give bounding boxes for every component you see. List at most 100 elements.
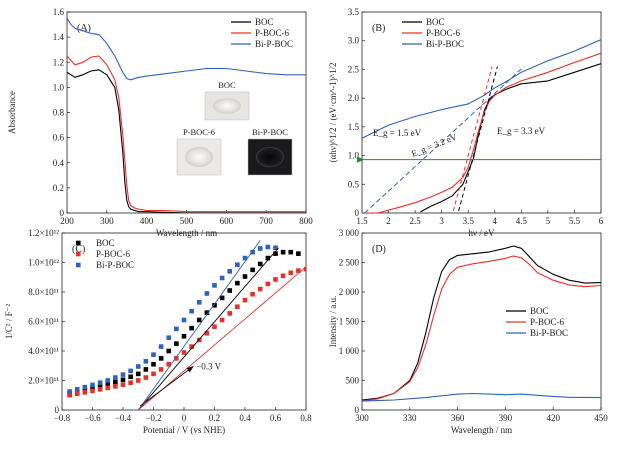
data-point-p-boc-6 xyxy=(257,286,263,292)
data-point-bi-p-boc xyxy=(174,326,179,332)
panel-d: (D) 300 330 360 390 420 450 0 500 1 000 1 500 2 000… xyxy=(328,228,608,435)
y-tick-label: 1.5 xyxy=(348,122,360,132)
y-tick-label: 3 000 xyxy=(339,228,360,238)
legend-label: BOC xyxy=(530,306,549,316)
data-point-p-boc-6 xyxy=(204,331,210,336)
data-point-p-boc-6 xyxy=(288,270,294,276)
data-point-bi-p-boc xyxy=(74,387,80,392)
panel-label: (D) xyxy=(372,244,386,255)
tangent-line xyxy=(452,66,493,213)
data-layer xyxy=(362,245,601,402)
data-point-p-boc-6 xyxy=(303,266,306,272)
legend-label: Bi-P-BOC xyxy=(255,39,293,49)
data-point-boc xyxy=(250,267,255,273)
data-point-bi-p-boc xyxy=(273,245,278,251)
linear-fit-line xyxy=(137,240,261,410)
data-point-p-boc-6 xyxy=(82,390,88,395)
y-tick-label: 1.0×10¹² xyxy=(28,258,59,268)
linear-fit-line xyxy=(137,247,279,410)
panel-a: (A) 200 300 400 500 600 700 800 0 0.2 0.4 0.6 0.8 1.0… xyxy=(7,7,313,238)
data-point-p-boc-6 xyxy=(158,367,164,372)
y-tick-label: 1 500 xyxy=(339,317,360,327)
x-tick-label: −0.6 xyxy=(84,413,101,423)
data-point-bi-p-boc xyxy=(257,246,263,251)
y-tick-label: 0.5 xyxy=(348,179,360,189)
data-point-bi-p-boc xyxy=(67,389,72,394)
data-point-boc xyxy=(189,325,194,331)
y-tick-label: 2 500 xyxy=(339,258,360,268)
intercept-arrow xyxy=(139,365,194,407)
y-tick-label: 1.2 xyxy=(53,57,64,67)
data-point-bi-p-boc xyxy=(227,269,233,274)
data-point-boc xyxy=(219,295,225,301)
data-point-bi-p-boc xyxy=(196,300,202,305)
data-point-p-boc-6 xyxy=(113,384,118,389)
data-point-p-boc-6 xyxy=(212,324,217,329)
data-point-boc xyxy=(113,379,118,385)
x-tick-label: 390 xyxy=(499,413,513,423)
x-tick-label: 600 xyxy=(220,216,234,226)
x-tick-label: 360 xyxy=(451,413,465,423)
data-point-boc xyxy=(242,274,248,279)
y-tick-label: 500 xyxy=(346,376,360,386)
y-axis-label: 1/C² / F⁻² xyxy=(4,304,14,339)
data-point-boc xyxy=(135,371,141,377)
x-tick-label: 6 xyxy=(599,216,604,226)
y-tick-label: 3.0 xyxy=(348,36,360,46)
data-point-boc xyxy=(273,251,278,256)
data-point-bi-p-boc xyxy=(128,368,133,374)
x-tick-label: 3.5 xyxy=(463,216,475,226)
y-tick-label: 0.8 xyxy=(53,108,65,118)
y-tick-label: 0 xyxy=(355,208,360,218)
data-point-bi-p-boc xyxy=(265,244,271,250)
y-tick-label: 2.5 xyxy=(348,64,360,74)
data-point-bi-p-boc xyxy=(242,255,248,261)
data-layer xyxy=(67,18,306,213)
sample-photo-label: Bi-P-BOC xyxy=(252,127,288,137)
data-point-p-boc-6 xyxy=(250,291,255,297)
y-tick-label: 1.0 xyxy=(348,151,360,161)
legend-label: Bi-P-BOC xyxy=(530,328,568,338)
tangent-line xyxy=(457,66,498,213)
plot-frame-d xyxy=(361,232,602,411)
data-point-boc xyxy=(196,317,202,323)
data-point-p-boc-6 xyxy=(273,277,278,282)
legend-label: P-BOC-6 xyxy=(255,28,290,38)
data-point-p-boc-6 xyxy=(74,391,80,397)
panel-c: (C) −0.8 −0.6 −0.4 −0.2 0 0.2 0.4 0.6 0.8 0 2.0×10¹… xyxy=(4,228,312,435)
data-point-bi-p-boc xyxy=(219,275,225,281)
series-line-bi-p-boc xyxy=(362,392,601,402)
x-tick-label: 5.5 xyxy=(569,216,581,226)
y-tick-label: 1 000 xyxy=(339,346,360,356)
panel-label: (B) xyxy=(372,23,385,34)
x-axis-label: Wavelength / nm xyxy=(451,425,512,435)
sample-photo-label: BOC xyxy=(218,80,236,90)
x-tick-label: 1.5 xyxy=(356,216,368,226)
data-point-p-boc-6 xyxy=(151,371,156,377)
y-tick-label: 1.0 xyxy=(53,82,65,92)
y-tick-label: 0 xyxy=(55,405,60,415)
y-tick-label: 1.6 xyxy=(53,7,65,17)
y-tick-label: 0 xyxy=(355,405,360,415)
series-line-p-boc-6 xyxy=(362,52,601,213)
data-point-bi-p-boc xyxy=(158,344,164,349)
x-tick-label: 700 xyxy=(259,216,273,226)
x-tick-label: 5 xyxy=(546,216,551,226)
data-point-boc xyxy=(296,251,301,256)
data-point-bi-p-boc xyxy=(82,384,88,390)
data-point-boc xyxy=(105,381,111,387)
data-point-p-boc-6 xyxy=(235,304,240,310)
data-point-bi-p-boc xyxy=(105,378,111,383)
y-tick-label: 3.5 xyxy=(348,7,360,17)
intercept-annotation: −0.3 V xyxy=(196,361,221,371)
x-tick-label: 0.2 xyxy=(209,413,220,423)
data-point-boc xyxy=(265,255,271,261)
x-tick-label: 300 xyxy=(355,413,369,423)
x-tick-label: 420 xyxy=(546,413,560,423)
x-tick-label: 500 xyxy=(180,216,194,226)
series-line-boc xyxy=(362,245,601,401)
